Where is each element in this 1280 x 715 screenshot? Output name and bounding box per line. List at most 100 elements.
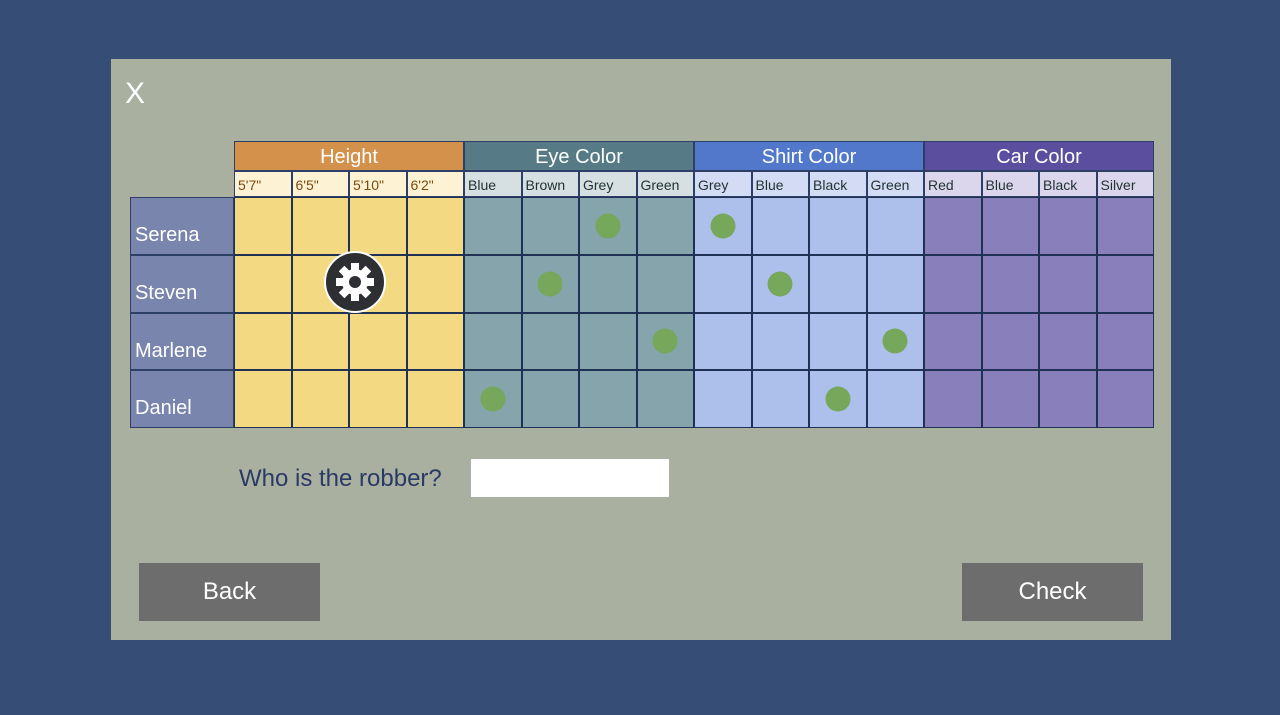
grid-cell[interactable]	[464, 312, 522, 371]
grid-cell[interactable]	[1096, 312, 1154, 371]
option-header: Blue	[751, 171, 809, 197]
grid-cell[interactable]	[924, 254, 982, 313]
option-header: Brown	[521, 171, 579, 197]
option-header: Blue	[464, 171, 522, 197]
grid-cell[interactable]	[406, 197, 464, 255]
grid-cell[interactable]	[1039, 254, 1097, 313]
option-header: 5'10"	[349, 171, 407, 197]
grid-cell[interactable]	[464, 370, 522, 429]
grid-cell[interactable]	[349, 370, 407, 429]
grid-cell[interactable]	[809, 197, 867, 255]
grid-cell[interactable]	[464, 197, 522, 255]
grid-cell[interactable]	[234, 312, 292, 371]
grid-cell[interactable]	[349, 197, 407, 255]
grid-cell[interactable]	[636, 370, 694, 429]
grid-cell[interactable]	[406, 254, 464, 313]
option-header: Black	[809, 171, 867, 197]
category-header: Height	[234, 141, 464, 171]
grid-cell[interactable]	[694, 254, 752, 313]
grid-cell[interactable]	[1039, 197, 1097, 255]
option-header: Silver	[1096, 171, 1154, 197]
grid-cell[interactable]	[694, 312, 752, 371]
suspect-name: Serena	[130, 197, 234, 255]
grid-cell[interactable]	[406, 370, 464, 429]
suspect-name: Daniel	[130, 370, 234, 429]
grid-cell[interactable]	[809, 370, 867, 429]
grid-cell[interactable]	[291, 370, 349, 429]
grid-cell[interactable]	[521, 197, 579, 255]
grid-cell[interactable]	[521, 254, 579, 313]
option-header: Red	[924, 171, 982, 197]
grid-cell[interactable]	[694, 370, 752, 429]
grid-cell[interactable]	[751, 197, 809, 255]
grid-cell[interactable]	[866, 254, 924, 313]
grid-cell[interactable]	[234, 197, 292, 255]
grid-cell[interactable]	[751, 370, 809, 429]
grid-cell[interactable]	[1096, 254, 1154, 313]
option-header: 5'7"	[234, 171, 292, 197]
grid-cell[interactable]	[1039, 370, 1097, 429]
category-header: Car Color	[924, 141, 1154, 171]
grid-cell[interactable]	[924, 312, 982, 371]
back-button[interactable]: Back	[139, 563, 320, 621]
option-header: 6'2"	[406, 171, 464, 197]
grid-cell[interactable]	[579, 254, 637, 313]
grid-cell[interactable]	[981, 254, 1039, 313]
puzzle-panel: X Height 5'7" 6'5" 5'10" 6'2" Eye Color Blue Br…	[111, 59, 1171, 640]
grid-cell[interactable]	[464, 254, 522, 313]
grid-cell[interactable]	[981, 312, 1039, 371]
suspect-name: Steven	[130, 254, 234, 313]
grid-cell[interactable]	[809, 254, 867, 313]
mark-dot	[710, 213, 736, 239]
answer-input[interactable]	[471, 459, 669, 497]
suspect-name: Marlene	[130, 312, 234, 371]
grid-cell[interactable]	[291, 197, 349, 255]
category-header: Eye Color	[464, 141, 694, 171]
grid-cell[interactable]	[636, 254, 694, 313]
grid-cell[interactable]	[234, 370, 292, 429]
option-header: Grey	[579, 171, 637, 197]
question-label: Who is the robber?	[239, 465, 442, 492]
option-header: Green	[636, 171, 694, 197]
option-header: Blue	[981, 171, 1039, 197]
grid-cell[interactable]	[809, 312, 867, 371]
category-header: Shirt Color	[694, 141, 924, 171]
grid-cell[interactable]	[521, 370, 579, 429]
grid-cell[interactable]	[866, 197, 924, 255]
mark-dot	[767, 271, 793, 297]
grid-cell[interactable]	[866, 370, 924, 429]
grid-cell[interactable]	[579, 312, 637, 371]
grid-cell[interactable]	[924, 197, 982, 255]
grid-cell[interactable]	[349, 312, 407, 371]
mark-dot	[652, 328, 678, 354]
grid-cell[interactable]	[579, 197, 637, 255]
grid-cell[interactable]	[981, 370, 1039, 429]
option-header: 6'5"	[291, 171, 349, 197]
grid-cell[interactable]	[694, 197, 752, 255]
grid-cell[interactable]	[1039, 312, 1097, 371]
mark-dot	[480, 386, 506, 412]
option-header: Grey	[694, 171, 752, 197]
grid-cell[interactable]	[521, 312, 579, 371]
grid-cell[interactable]	[1096, 370, 1154, 429]
grid-cell[interactable]	[924, 370, 982, 429]
check-button[interactable]: Check	[962, 563, 1143, 621]
grid-cell[interactable]	[406, 312, 464, 371]
grid-cell[interactable]	[291, 312, 349, 371]
mark-dot	[825, 386, 851, 412]
option-header: Green	[866, 171, 924, 197]
grid-cell[interactable]	[1096, 197, 1154, 255]
mark-dot	[595, 213, 621, 239]
grid-cell[interactable]	[866, 312, 924, 371]
grid-cell[interactable]	[751, 312, 809, 371]
grid-cell[interactable]	[636, 197, 694, 255]
grid-cell[interactable]	[234, 254, 292, 313]
grid-cell[interactable]	[579, 370, 637, 429]
option-header: Black	[1039, 171, 1097, 197]
gear-icon	[324, 251, 386, 313]
grid-cell[interactable]	[751, 254, 809, 313]
grid-cell[interactable]	[636, 312, 694, 371]
mark-dot	[537, 271, 563, 297]
grid-cell[interactable]	[981, 197, 1039, 255]
close-button[interactable]: X	[125, 77, 146, 110]
